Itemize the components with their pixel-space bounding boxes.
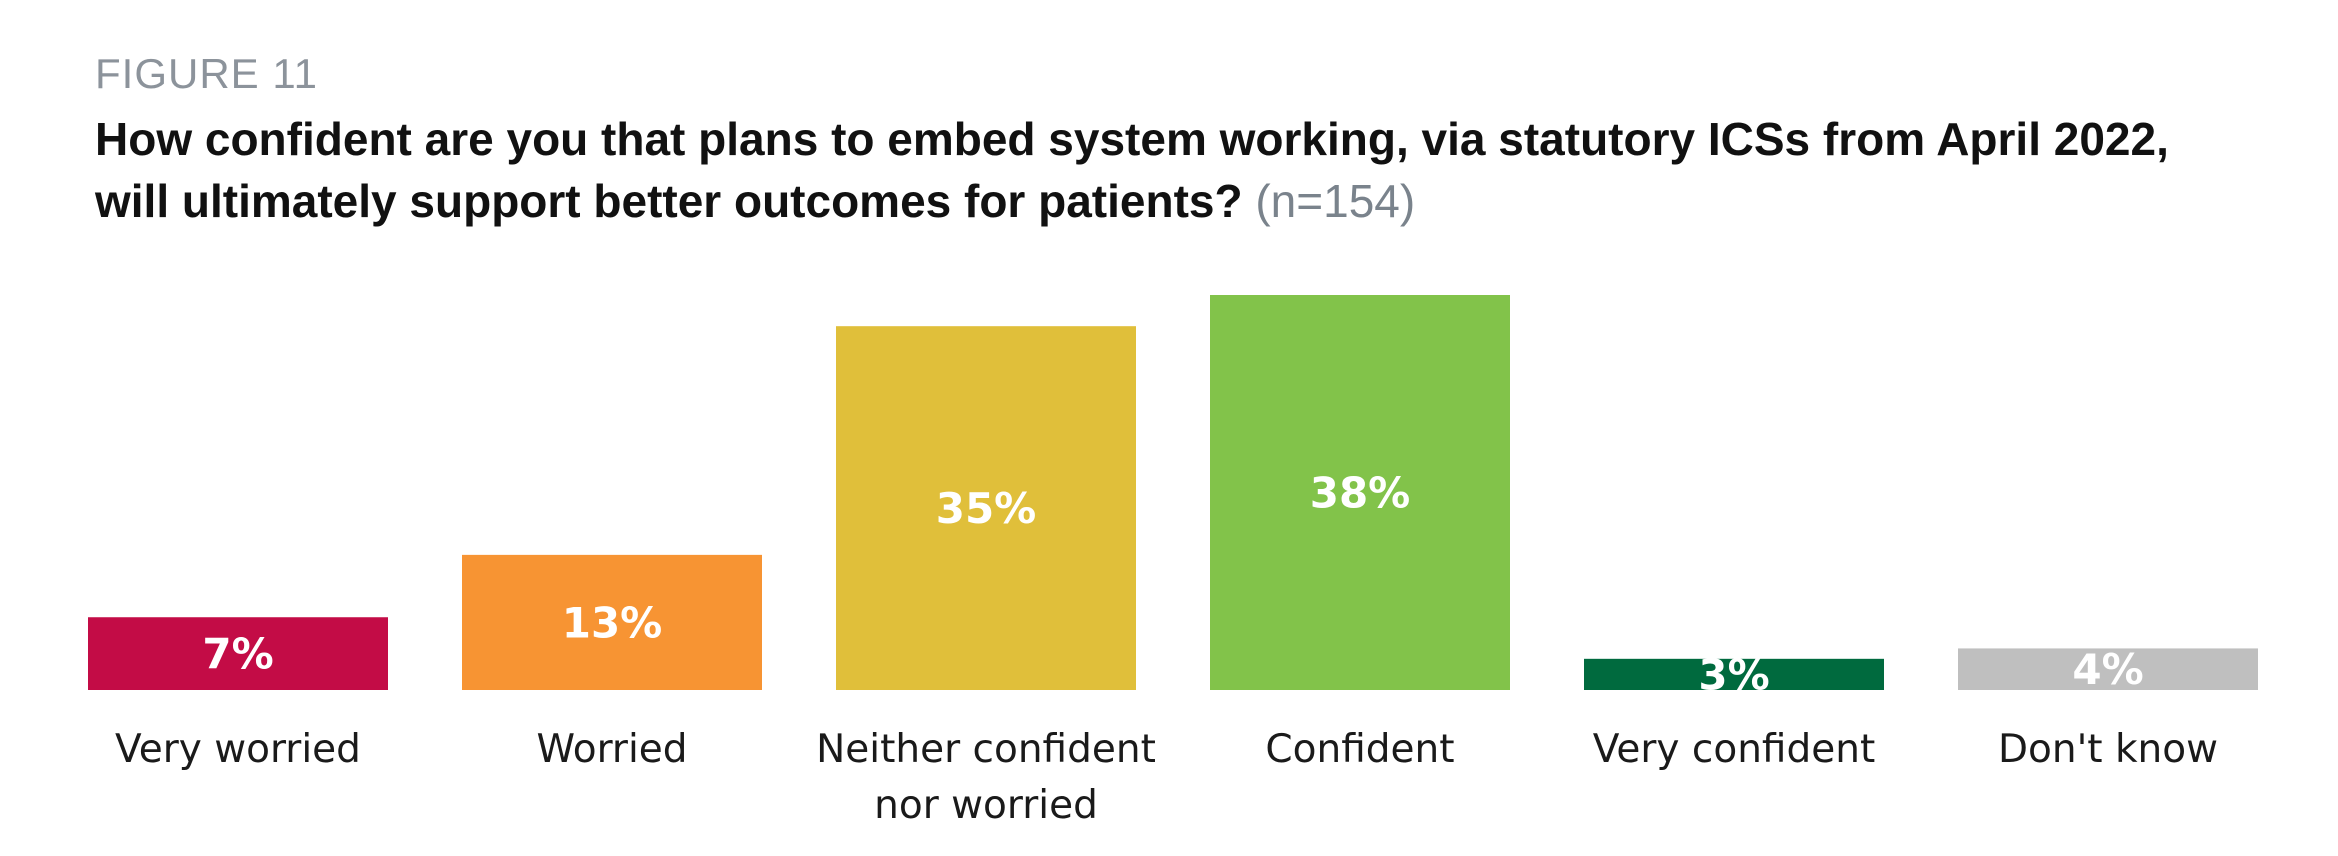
bar-value-label-6: 4%: [2072, 645, 2143, 694]
bar-3: [836, 326, 1136, 690]
chart-title-text: How confident are you that plans to embe…: [95, 113, 2169, 227]
bar-value-label-4: 38%: [1310, 469, 1411, 518]
chart-subtitle: (n=154): [1255, 175, 1416, 227]
bar-4: [1210, 295, 1510, 690]
figure-label: FIGURE 11: [95, 50, 318, 97]
bar-6: [1958, 648, 2258, 690]
category-labels-layer: Very worried Worried Neither confident nor …: [115, 727, 2218, 828]
category-label-4: Confident: [1265, 727, 1454, 772]
bar-1: [88, 617, 388, 690]
bar-value-label-3: 35%: [936, 484, 1037, 533]
category-label-1: Very worried: [115, 727, 361, 772]
category-label-6: Don't know: [1998, 727, 2218, 772]
bar-2: [462, 554, 762, 690]
bar-value-label-1: 7%: [202, 630, 273, 679]
bar-value-label-5: 3%: [1698, 650, 1769, 699]
category-label-3: Neither confident nor worried: [816, 727, 1156, 828]
bar-value-label-2: 13%: [562, 598, 663, 647]
chart-title: How confident are you that plans to embe…: [95, 108, 2195, 232]
category-label-2: Worried: [536, 727, 687, 772]
bars-layer: [88, 295, 2258, 690]
bar-5: [1584, 658, 1884, 690]
value-labels-layer: 7% 13% 35% 38% 3% 4%: [202, 469, 2143, 700]
category-label-5: Very confident: [1593, 727, 1876, 772]
